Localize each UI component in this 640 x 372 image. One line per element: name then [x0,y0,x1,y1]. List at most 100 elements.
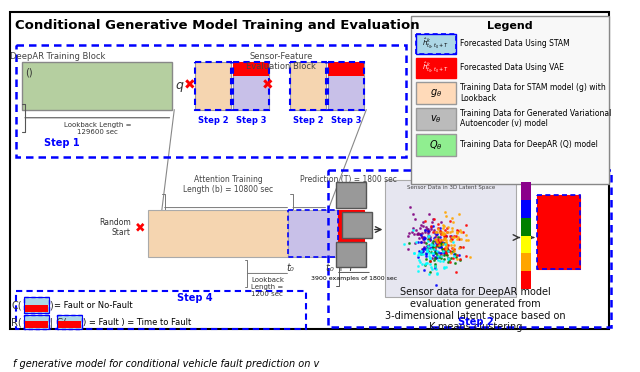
Point [432,231,442,237]
Point [433,225,444,231]
Point [417,246,427,252]
Point [426,236,436,242]
Point [429,215,440,221]
Point [433,236,443,242]
Point [433,243,444,249]
Point [420,229,430,235]
Point [422,243,433,249]
Point [404,230,415,236]
Point [454,211,464,217]
Point [422,243,433,249]
Point [434,244,444,250]
Bar [25,321,48,328]
Point [436,252,447,258]
Point [448,240,458,246]
Bar [148,209,288,257]
Point [430,245,440,251]
Point [447,219,458,225]
Point [440,209,450,215]
Text: Sensor-Feature
Evaluation Block: Sensor-Feature Evaluation Block [246,52,316,71]
Point [446,236,456,242]
Point [419,248,429,254]
Text: Lookback Length =
129600 sec: Lookback Length = 129600 sec [63,122,131,135]
Point [436,230,446,236]
Point [433,253,444,259]
Point [423,228,433,234]
Point [444,248,454,254]
Point [420,227,430,233]
Point [437,241,447,247]
Point [413,263,423,269]
Point [435,225,445,231]
Point [414,250,424,256]
Point [438,231,448,237]
Point [456,229,467,235]
Point [440,227,451,232]
Point [431,232,442,238]
Point [436,240,447,246]
Point [438,237,449,243]
Point [426,264,436,270]
Point [440,239,451,245]
Point [424,250,434,256]
Point [408,227,418,233]
Point [437,229,447,235]
Point [426,243,436,248]
Bar [233,62,269,110]
Point [461,222,471,228]
Point [415,225,426,231]
Text: t₀: t₀ [286,263,294,273]
Point [424,255,435,261]
Bar [416,82,456,104]
Point [439,230,449,236]
Point [428,243,438,248]
Point [453,228,463,234]
Text: Sensor data for DeepAR model
evaluation generated from
3-dimensional latent spac: Sensor data for DeepAR model evaluation … [385,288,566,332]
Bar [233,62,269,76]
Point [416,232,426,238]
Text: Sensor Data in 3D Latent Space: Sensor Data in 3D Latent Space [407,185,495,190]
Point [408,225,418,231]
Point [440,231,451,237]
Point [430,234,440,240]
Point [431,282,441,288]
Point [461,237,472,243]
Point [445,248,455,254]
Point [440,246,451,251]
Point [419,236,429,242]
Point [420,246,430,251]
Bar [195,62,231,110]
Point [415,248,426,254]
Point [417,261,428,267]
Bar [17,291,307,329]
Bar [58,315,82,329]
Point [435,237,445,243]
Point [438,240,449,246]
Point [441,237,451,243]
Point [435,258,445,264]
Text: Step 1: Step 1 [44,138,80,148]
Point [422,248,433,254]
Point [438,248,448,254]
Point [424,271,435,277]
Bar [290,62,326,110]
Point [430,247,440,253]
Point [422,226,433,232]
Point [443,255,453,261]
Point [442,229,452,235]
Point [446,250,456,256]
Point [445,242,456,248]
Point [424,211,435,217]
Text: Step 2: Step 2 [198,116,228,125]
Point [435,253,445,259]
Point [424,242,435,248]
Point [418,222,428,228]
Point [429,235,439,241]
Point [421,253,431,259]
Text: Step 2: Step 2 [458,317,493,327]
Point [427,244,437,250]
Point [422,246,433,252]
Point [421,251,431,257]
Point [454,252,464,258]
Point [422,245,432,251]
